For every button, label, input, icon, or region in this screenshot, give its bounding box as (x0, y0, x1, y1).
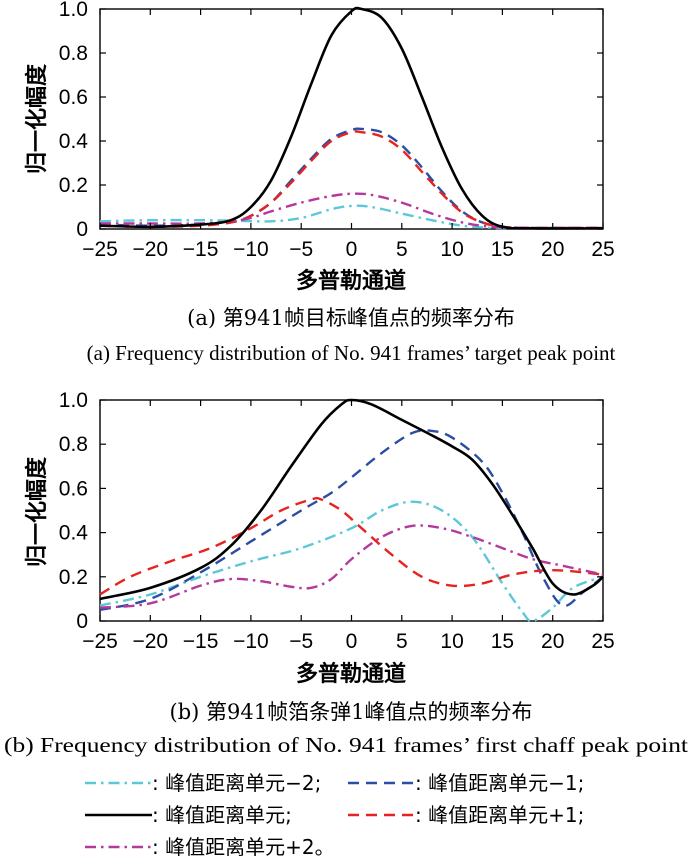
legend-label-center: : 峰值距离单元; (152, 803, 292, 827)
ticks-a: −25 −20 −15 −10 −5 0 5 10 15 20 25 0 0.2 0.4 0.6 0.8 1.0 (59, 0, 615, 261)
x-tick-label-a: 10 (440, 238, 463, 261)
caption-en-b: (b) Frequency distribution of No. 941 fr… (4, 733, 688, 757)
x-tick-label-a: 15 (491, 238, 514, 261)
series-line-center-a (99, 6, 604, 230)
y-tick-label-a: 0.8 (59, 42, 88, 65)
series-line-center-b (99, 398, 604, 601)
y-tick-label-a: 1.0 (59, 0, 88, 21)
y-tick-label-b: 0.8 (59, 433, 88, 456)
y-tick-label-b: 0 (76, 610, 88, 633)
x-tick-label-a: 20 (541, 238, 564, 261)
series-line-minus1-b (99, 429, 604, 612)
x-tick-label-a: 25 (591, 238, 614, 261)
x-tick-label-b: −15 (183, 630, 219, 653)
legend-label-minus1: : 峰值距离单元−1; (415, 771, 584, 795)
series-line-plus1-b (99, 496, 604, 596)
panel-b: −25 −20 −15 −10 −5 0 5 10 15 20 25 0 0.2 0.4 0.6 0.8 1.0… (4, 389, 688, 757)
series-line-plus1-a (99, 130, 604, 230)
plot-frame-a (99, 8, 604, 230)
x-axis-label-a: 多普勒通道 (296, 268, 406, 294)
x-tick-label-a: −15 (183, 238, 219, 261)
legend-label-plus2: : 峰值距离单元+2。 (152, 835, 335, 859)
y-tick-label-b: 0.2 (59, 566, 88, 589)
panel-a: −25 −20 −15 −10 −5 0 5 10 15 20 25 0 0.2 0.4 0.6 0.8 1.0… (24, 0, 616, 365)
legend-item-minus2: : 峰值距离单元−2; (85, 771, 321, 795)
legend-item-center: : 峰值距离单元; (85, 803, 292, 827)
caption-cn-a: (a) 第941帧目标峰值点的频率分布 (187, 306, 515, 330)
x-tick-label-a: −20 (132, 238, 168, 261)
y-axis-label-b: 归一化幅度 (24, 456, 50, 567)
x-tick-label-b: 15 (491, 630, 514, 653)
legend-item-minus1: : 峰值距离单元−1; (348, 771, 584, 795)
legend-item-plus1: : 峰值距离单元+1; (348, 803, 584, 827)
y-tick-label-b: 0.6 (59, 477, 88, 500)
series-line-plus2-b (99, 524, 604, 609)
x-tick-label-b: −20 (132, 630, 168, 653)
x-tick-label-b: 20 (541, 630, 564, 653)
x-axis-label-b: 多普勒通道 (296, 661, 406, 687)
legend-item-plus2: : 峰值距离单元+2。 (85, 835, 335, 859)
y-tick-label-a: 0.6 (59, 86, 88, 109)
x-tick-label-b: −25 (82, 630, 118, 653)
caption-en-a: (a) Frequency distribution of No. 941 fr… (87, 341, 616, 365)
caption-cn-b: (b) 第941帧箔条弹1峰值点的频率分布 (170, 700, 533, 724)
x-tick-label-b: 0 (346, 630, 358, 653)
x-tick-label-b: −5 (289, 630, 313, 653)
series-line-minus1-a (99, 127, 604, 230)
legend-label-plus1: : 峰值距离单元+1; (415, 803, 584, 827)
y-tick-label-a: 0 (76, 218, 88, 241)
x-tick-label-b: −10 (233, 630, 269, 653)
x-tick-label-b: 5 (396, 630, 408, 653)
x-tick-label-a: −5 (289, 238, 313, 261)
x-tick-label-b: 10 (440, 630, 463, 653)
x-tick-label-a: −25 (82, 238, 118, 261)
legend: : 峰值距离单元−2; : 峰值距离单元−1; : 峰值距离单元; : 峰值距离… (85, 771, 584, 859)
series-lines-b (99, 398, 604, 623)
series-line-minus2-a (99, 204, 604, 230)
y-axis-label-a: 归一化幅度 (24, 63, 50, 174)
y-tick-label-b: 1.0 (59, 389, 88, 412)
y-tick-label-b: 0.4 (59, 522, 89, 545)
series-line-minus2-b (99, 500, 604, 623)
legend-label-minus2: : 峰值距离单元−2; (152, 771, 321, 795)
x-tick-label-a: −10 (233, 238, 269, 261)
x-tick-label-b: 25 (591, 630, 614, 653)
ticks-b: −25 −20 −15 −10 −5 0 5 10 15 20 25 0 0.2 0.4 0.6 0.8 1.0 (59, 389, 615, 653)
series-line-plus2-a (100, 192, 604, 230)
y-tick-label-a: 0.4 (59, 130, 89, 153)
series-lines-a (99, 6, 604, 230)
x-tick-label-a: 0 (346, 238, 358, 261)
x-tick-label-a: 5 (396, 238, 408, 261)
y-tick-label-a: 0.2 (59, 174, 88, 197)
